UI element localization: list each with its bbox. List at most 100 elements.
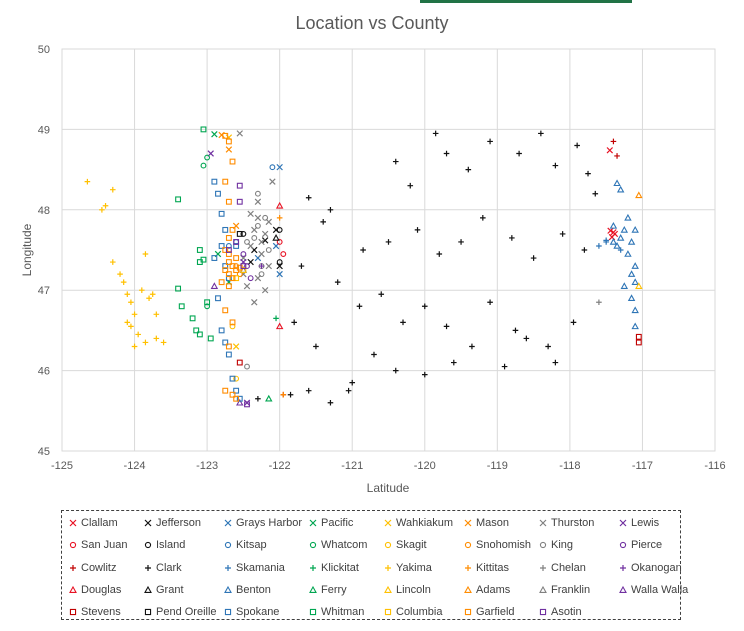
legend-label: Kitsap: [236, 539, 267, 552]
y-tick-label: 50: [38, 44, 50, 56]
legend-marker-shape: [384, 542, 392, 549]
data-point: [251, 299, 258, 306]
data-point: [222, 226, 229, 233]
data-point: [222, 267, 229, 274]
data-point: [236, 130, 243, 137]
data-point: [218, 327, 225, 334]
data-point: [487, 138, 493, 145]
data-point: [193, 327, 200, 334]
data-point: [273, 315, 279, 322]
data-point: [530, 255, 537, 261]
data-point: [603, 237, 609, 244]
data-point: [146, 295, 152, 302]
data-point: [291, 319, 297, 326]
data-point: [175, 285, 182, 292]
data-point: [385, 239, 392, 245]
data-point: [501, 363, 508, 370]
legend-marker: [384, 542, 392, 549]
legend-marker-shape: [384, 519, 392, 527]
data-point: [269, 178, 276, 185]
data-point: [620, 225, 629, 233]
legend-label: Whitman: [321, 606, 365, 619]
legend-label: Columbia: [396, 606, 443, 619]
data-point: [465, 166, 472, 173]
data-point: [356, 303, 363, 310]
scatter-chart: Location vs County -125 -124 -123 -122 -121-…: [20, 13, 726, 495]
x-tick-label: -118: [559, 460, 580, 472]
data-point: [124, 319, 131, 326]
legend-label: Okanogan: [631, 561, 682, 574]
legend-label: Snohomish: [476, 539, 532, 552]
data-point: [236, 198, 243, 205]
data-point: [236, 359, 243, 366]
legend-label: Asotin: [551, 606, 582, 619]
legend-marker-shape: [464, 585, 472, 593]
legend-marker-shape: [224, 585, 232, 593]
legend-marker-shape: [465, 564, 471, 571]
legend-marker-shape: [620, 564, 626, 571]
data-point: [211, 255, 218, 261]
legend-marker-shape: [385, 564, 391, 571]
data-point: [131, 343, 138, 350]
data-point: [225, 138, 232, 145]
legend-label: Klickitat: [321, 561, 359, 574]
legend-label: Mason: [476, 517, 510, 529]
legend-label: Chelan: [551, 561, 586, 574]
data-point: [275, 322, 284, 330]
data-point: [631, 278, 639, 285]
legend-label: Spokane: [236, 606, 280, 619]
data-point: [276, 239, 283, 245]
legend-marker: [465, 564, 471, 571]
data-point: [254, 198, 262, 205]
data-point: [236, 395, 243, 402]
data-point: [624, 250, 632, 257]
data-point: [204, 303, 211, 310]
x-tick-label: -125: [51, 460, 73, 472]
data-point: [262, 214, 269, 221]
data-point: [371, 351, 377, 358]
legend-label: Cowlitz: [81, 561, 117, 574]
data-point: [225, 343, 232, 350]
data-point: [225, 146, 233, 153]
chart-legend: Clallam Jefferson Grays Harbor Pacific Wahki…: [61, 510, 688, 620]
data-point: [596, 243, 602, 249]
legend-label: Ferry: [321, 583, 347, 596]
legend-label: Benton: [236, 583, 271, 596]
y-axis-title: Longitude: [20, 223, 34, 276]
legend-marker: [144, 542, 152, 549]
data-point: [244, 263, 250, 270]
data-point: [552, 162, 559, 169]
data-point: [512, 327, 519, 334]
data-point: [124, 291, 131, 298]
data-point: [233, 243, 240, 249]
data-point: [570, 319, 577, 326]
data-point: [436, 251, 443, 257]
legend-marker: [384, 609, 392, 616]
data-point: [276, 259, 283, 265]
data-point: [233, 263, 240, 270]
data-point: [178, 303, 185, 310]
legend-label: Skagit: [396, 539, 427, 552]
legend-marker-shape: [464, 609, 472, 616]
data-point: [552, 359, 559, 366]
data-point: [443, 150, 450, 157]
data-point: [458, 239, 464, 245]
legend-marker-shape: [619, 585, 627, 593]
data-point: [327, 399, 334, 406]
data-point: [265, 394, 273, 402]
data-point: [258, 250, 265, 258]
data-point: [175, 196, 182, 203]
data-point: [261, 237, 269, 244]
data-point: [236, 398, 244, 406]
data-point: [617, 247, 624, 253]
data-point: [624, 213, 632, 221]
data-point: [247, 210, 254, 218]
data-point: [596, 299, 602, 306]
legend-label: Skamania: [236, 561, 285, 574]
data-point: [225, 235, 232, 241]
legend-marker: [619, 542, 627, 549]
legend-marker: [69, 542, 77, 549]
x-axis-title: Latitude: [367, 481, 410, 495]
data-point: [240, 230, 247, 237]
legend-marker: [309, 585, 317, 593]
